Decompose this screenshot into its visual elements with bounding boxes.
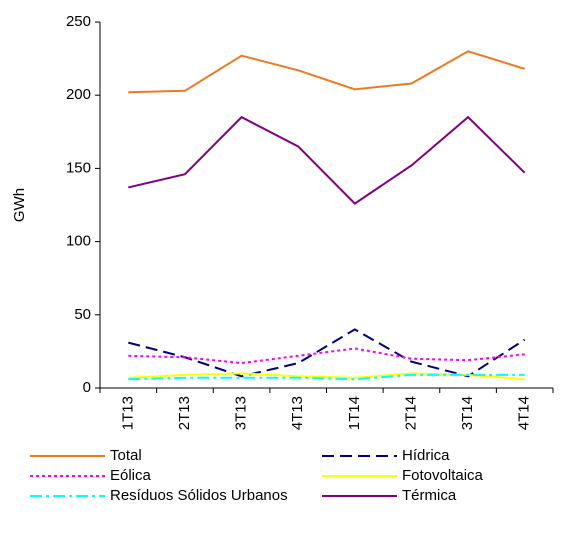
y-tick-label: 100 — [66, 233, 91, 250]
legend-label: Térmica — [402, 487, 457, 504]
y-tick-label: 150 — [66, 159, 91, 176]
legend-label: Hídrica — [402, 447, 450, 464]
x-tick-label: 3T13 — [233, 396, 250, 430]
x-tick-label: 4T14 — [516, 396, 533, 430]
x-tick-label: 2T14 — [402, 396, 419, 430]
series-line — [128, 115, 526, 205]
legend-label: Resíduos Sólidos Urbanos — [110, 487, 288, 504]
x-tick-label: 1T13 — [119, 396, 136, 430]
series-line — [128, 328, 526, 378]
y-tick-label: 250 — [66, 13, 91, 30]
y-tick-label: 0 — [83, 379, 91, 396]
legend-label: Total — [110, 447, 142, 464]
y-tick-label: 200 — [66, 86, 91, 103]
x-tick-label: 4T13 — [289, 396, 306, 430]
series-line — [128, 50, 525, 94]
x-tick-label: 2T13 — [176, 396, 193, 430]
series-line — [128, 347, 525, 365]
legend-label: Eólica — [110, 467, 152, 484]
y-tick-label: 50 — [74, 306, 91, 323]
series-line — [128, 373, 525, 381]
legend-label: Fotovoltaica — [402, 467, 484, 484]
y-axis-label: GWh — [11, 188, 28, 222]
x-tick-label: 1T14 — [346, 396, 363, 430]
x-tick-label: 3T14 — [459, 396, 476, 430]
